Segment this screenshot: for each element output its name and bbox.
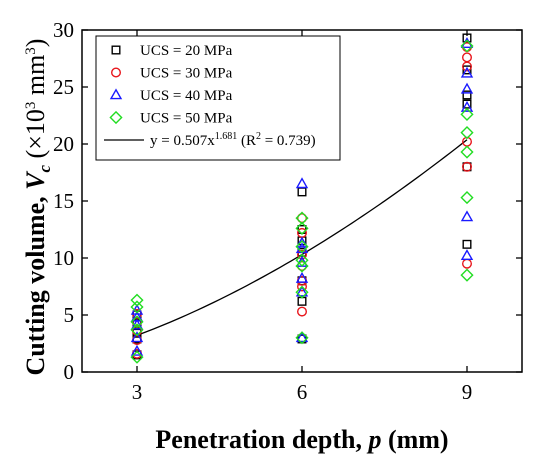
legend-marker: [109, 110, 123, 125]
y-tick-label: 0: [64, 360, 75, 384]
data-point: [295, 240, 309, 254]
data-point: [460, 39, 474, 53]
data-point: [462, 33, 472, 43]
data-point: [130, 323, 144, 337]
data-point: [462, 239, 472, 249]
legend-marker: [109, 88, 123, 100]
data-point: [295, 285, 309, 299]
data-point: [460, 126, 474, 140]
legend: UCS = 20 MPa UCS = 30 MPa UCS = 40 MPa UCS …: [95, 35, 341, 161]
legend-marker: [111, 45, 121, 55]
data-point: [297, 306, 308, 317]
legend-label: UCS = 20 MPa: [140, 43, 233, 59]
legend-label: UCS = 50 MPa: [140, 111, 233, 127]
data-point: [460, 268, 474, 282]
legend-item: UCS = 20 MPa: [111, 43, 233, 59]
data-point: [295, 253, 309, 267]
y-axis-title: Cutting volume, Vc (×103 mm3): [21, 39, 54, 376]
data-marks: [130, 33, 474, 364]
legend-marker: [110, 67, 121, 78]
axis-titles: Penetration depth, p (mm) Cutting volume,…: [21, 39, 449, 454]
y-tick-label: 10: [53, 246, 74, 270]
legend-item: UCS = 50 MPa: [109, 110, 233, 127]
data-point: [460, 100, 474, 112]
data-point: [130, 293, 144, 307]
data-point: [295, 221, 309, 235]
legend-label: y = 0.507x1.681 (R2 = 0.739): [150, 131, 316, 149]
data-point: [130, 315, 144, 329]
y-tick-label: 5: [64, 303, 75, 327]
legend-item: UCS = 40 MPa: [109, 88, 233, 104]
data-point: [130, 331, 144, 343]
x-tick-label: 9: [462, 380, 473, 404]
data-point: [460, 82, 474, 94]
data-point: [462, 161, 473, 172]
data-point: [297, 249, 308, 260]
x-tick-label: 6: [297, 380, 308, 404]
legend-label: UCS = 30 MPa: [140, 66, 233, 82]
data-point: [130, 350, 144, 364]
data-point: [297, 187, 307, 197]
data-point: [462, 52, 473, 63]
data-point: [295, 259, 309, 273]
series-diamond: [130, 39, 474, 364]
data-point: [460, 210, 474, 222]
y-tick-label: 15: [53, 189, 74, 213]
legend-item: UCS = 30 MPa: [110, 66, 233, 82]
data-point: [462, 90, 472, 100]
data-point: [460, 249, 474, 261]
legend-item: y = 0.507x1.681 (R2 = 0.739): [104, 131, 316, 149]
data-point: [462, 258, 473, 269]
y-tick-label: 30: [53, 18, 74, 42]
axis-ticks: 0 5 10 15 20 25 30 3 6 9: [53, 18, 522, 404]
data-point: [460, 66, 474, 78]
data-point: [460, 190, 474, 205]
data-point: [295, 331, 309, 345]
legend-box: [95, 35, 341, 161]
data-point: [130, 300, 144, 314]
data-point: [295, 177, 309, 189]
y-tick-label: 25: [53, 75, 74, 99]
data-point: [462, 65, 472, 75]
data-point: [295, 331, 309, 343]
x-tick-label: 3: [132, 380, 143, 404]
legend-label: UCS = 40 MPa: [140, 88, 233, 104]
data-point: [460, 107, 474, 121]
data-point: [295, 271, 309, 283]
y-tick-label: 20: [53, 132, 74, 156]
data-point: [130, 310, 144, 322]
data-point: [295, 285, 309, 297]
data-point: [295, 236, 309, 248]
data-point: [130, 344, 144, 356]
data-point: [460, 145, 474, 159]
x-axis-title: Penetration depth, p (mm): [155, 425, 448, 454]
